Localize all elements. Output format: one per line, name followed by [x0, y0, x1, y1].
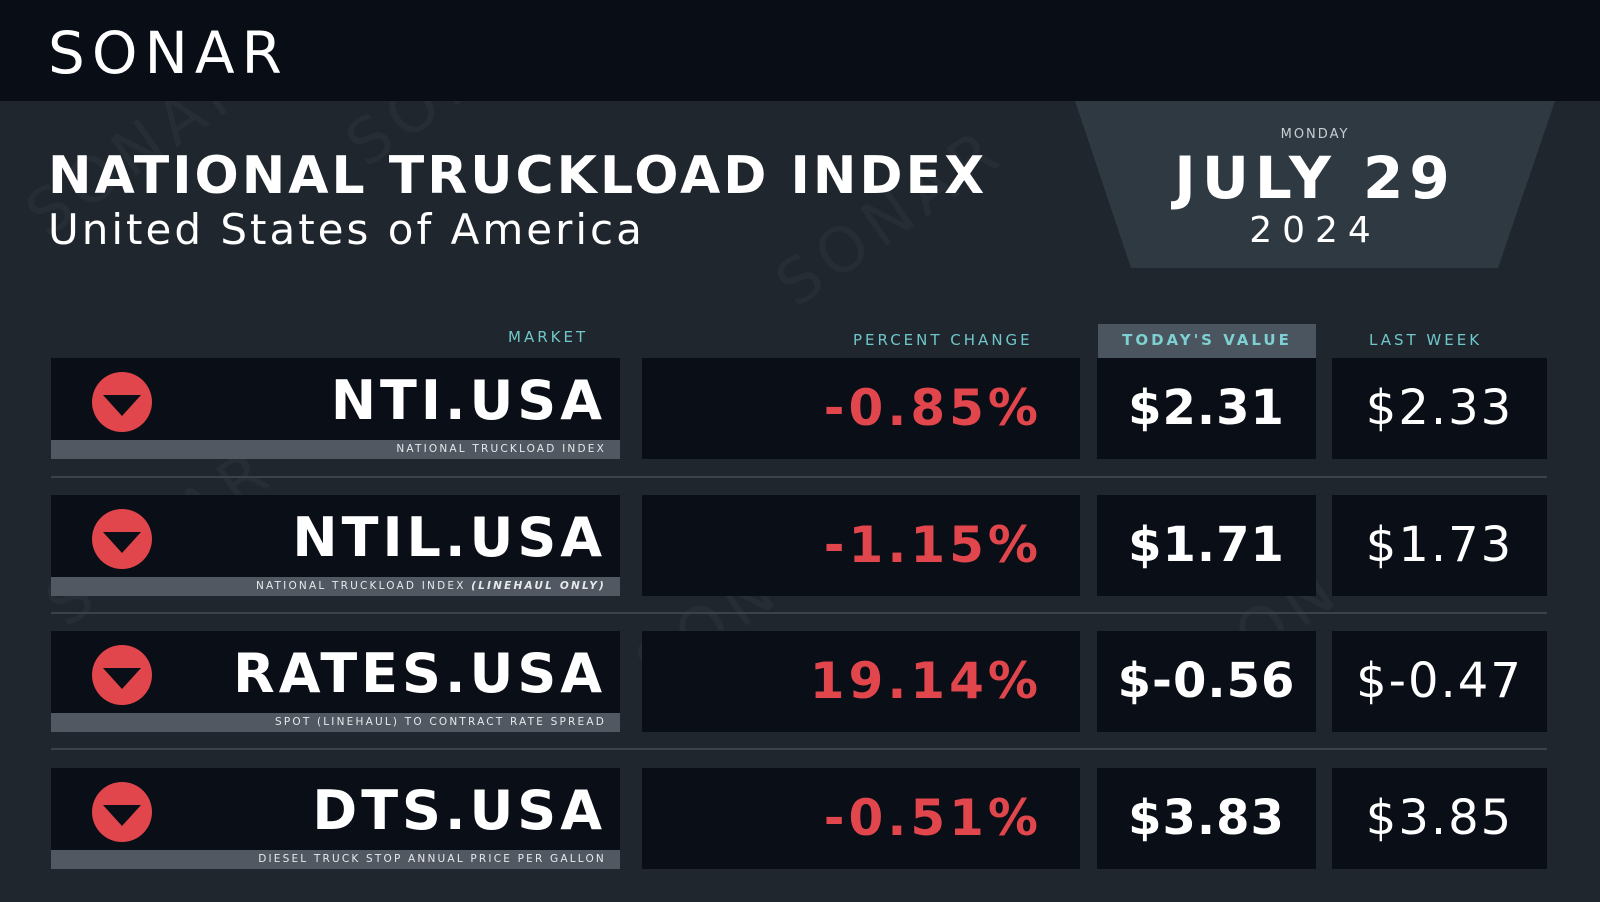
column-header-last-week: LAST WEEK — [1369, 331, 1483, 349]
todays-value: $1.71 — [1128, 517, 1285, 573]
page-subtitle: United States of America — [48, 205, 645, 254]
down-arrow-icon — [92, 509, 152, 569]
date-panel-shape — [1075, 101, 1555, 268]
percent-change-value: -1.15% — [823, 516, 1042, 574]
percent-change-value: 19.14% — [809, 652, 1042, 710]
last-week-value: $3.85 — [1365, 790, 1514, 846]
percent-change-value: -0.51% — [823, 789, 1042, 847]
market-code: NTI.USA — [330, 369, 606, 432]
column-header-market: MARKET — [508, 328, 589, 346]
column-header-todays-value: TODAY'S VALUE — [1098, 324, 1316, 358]
date-month-day: JULY 29 — [1174, 144, 1456, 212]
percent-change-cell: -1.15% — [642, 495, 1080, 596]
top-bar: SONAR — [0, 0, 1600, 101]
market-description: SPOT (LINEHAUL) TO CONTRACT RATE SPREAD — [274, 716, 606, 728]
market-description-strip — [51, 850, 620, 869]
table-row: DTS.USA DIESEL TRUCK STOP ANNUAL PRICE P… — [0, 768, 1600, 878]
market-description-strip — [51, 713, 620, 732]
market-cell: NTI.USA NATIONAL TRUCKLOAD INDEX — [51, 358, 620, 459]
down-arrow-icon — [92, 782, 152, 842]
row-divider — [51, 748, 1547, 750]
last-week-cell: $-0.47 — [1332, 631, 1547, 732]
market-description-strip — [51, 440, 620, 459]
market-code: DTS.USA — [312, 779, 606, 842]
down-arrow-icon — [92, 645, 152, 705]
percent-change-value: -0.85% — [823, 379, 1042, 437]
market-code: NTIL.USA — [292, 506, 606, 569]
market-cell: RATES.USA SPOT (LINEHAUL) TO CONTRACT RA… — [51, 631, 620, 732]
down-arrow-icon — [92, 372, 152, 432]
percent-change-cell: -0.51% — [642, 768, 1080, 869]
page-title: NATIONAL TRUCKLOAD INDEX — [48, 146, 988, 206]
date-year: 2024 — [1249, 210, 1381, 251]
table-row: NTIL.USA NATIONAL TRUCKLOAD INDEX (LINEH… — [0, 495, 1600, 605]
last-week-value: $2.33 — [1365, 380, 1514, 436]
market-description: NATIONAL TRUCKLOAD INDEX — [396, 443, 606, 455]
sonar-logo: SONAR — [48, 19, 289, 87]
last-week-cell: $1.73 — [1332, 495, 1547, 596]
todays-value: $2.31 — [1128, 380, 1285, 436]
todays-value: $-0.56 — [1117, 653, 1296, 709]
todays-value-cell: $1.71 — [1097, 495, 1316, 596]
todays-value: $3.83 — [1128, 790, 1285, 846]
market-code: RATES.USA — [233, 642, 606, 705]
table-row: NTI.USA NATIONAL TRUCKLOAD INDEX -0.85% … — [0, 358, 1600, 468]
watermark-logo: SONAR — [763, 112, 1018, 321]
column-header-percent-change: PERCENT CHANGE — [853, 331, 1033, 349]
market-description-strip — [51, 577, 620, 596]
market-description: DIESEL TRUCK STOP ANNUAL PRICE PER GALLO… — [258, 853, 606, 865]
market-cell: DTS.USA DIESEL TRUCK STOP ANNUAL PRICE P… — [51, 768, 620, 869]
market-description: NATIONAL TRUCKLOAD INDEX (LINEHAUL ONLY) — [255, 580, 606, 592]
last-week-value: $-0.47 — [1356, 653, 1523, 709]
last-week-cell: $2.33 — [1332, 358, 1547, 459]
last-week-cell: $3.85 — [1332, 768, 1547, 869]
todays-value-cell: $3.83 — [1097, 768, 1316, 869]
todays-value-cell: $2.31 — [1097, 358, 1316, 459]
market-cell: NTIL.USA NATIONAL TRUCKLOAD INDEX (LINEH… — [51, 495, 620, 596]
row-divider — [51, 476, 1547, 478]
percent-change-cell: -0.85% — [642, 358, 1080, 459]
date-weekday: MONDAY — [1280, 127, 1350, 142]
percent-change-cell: 19.14% — [642, 631, 1080, 732]
date-panel: MONDAY JULY 29 2024 — [1075, 101, 1555, 273]
todays-value-cell: $-0.56 — [1097, 631, 1316, 732]
row-divider — [51, 612, 1547, 614]
table-row: RATES.USA SPOT (LINEHAUL) TO CONTRACT RA… — [0, 631, 1600, 741]
last-week-value: $1.73 — [1365, 517, 1514, 573]
